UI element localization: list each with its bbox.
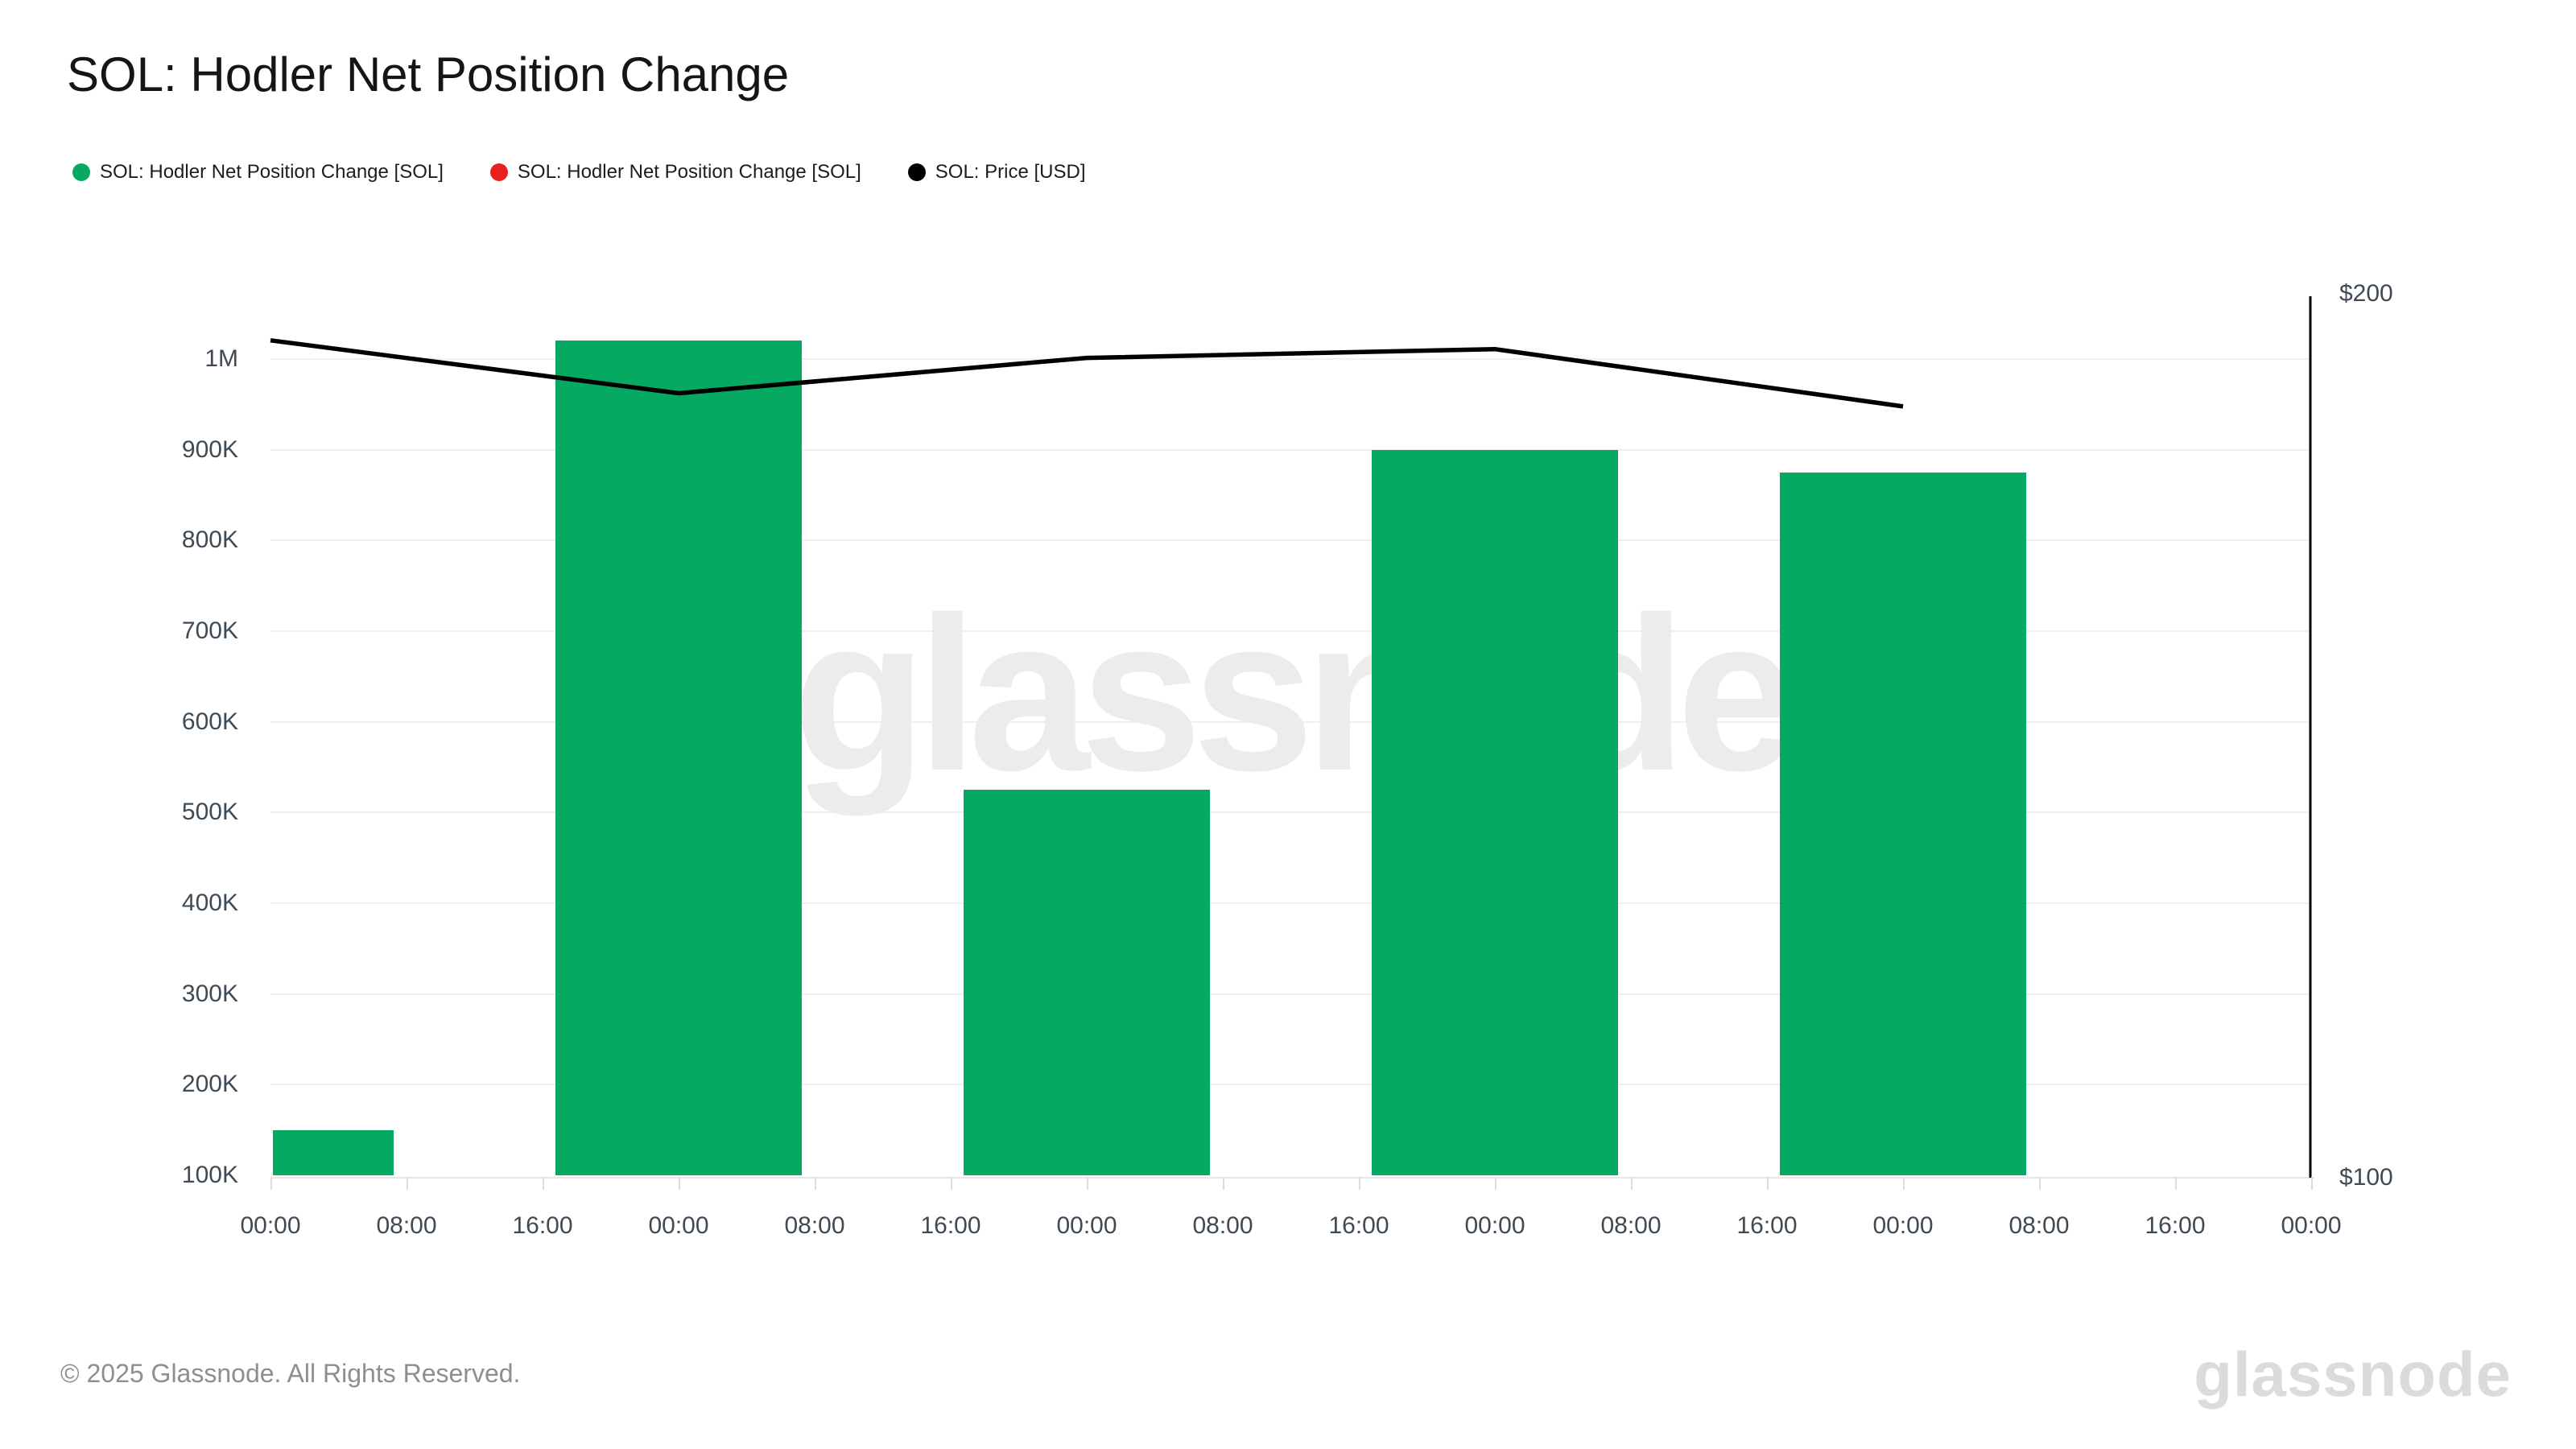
x-axis-tick-label: 16:00 — [1736, 1212, 1798, 1239]
x-axis-tick — [1087, 1177, 1088, 1190]
x-axis-tick — [543, 1177, 544, 1190]
bar — [555, 341, 802, 1175]
gridline — [270, 902, 2311, 904]
x-axis-tick — [407, 1177, 408, 1190]
x-axis-tick — [815, 1177, 816, 1190]
gridline — [270, 993, 2311, 995]
legend-item-label: SOL: Hodler Net Position Change [SOL] — [517, 161, 861, 183]
x-axis-tick-label: 00:00 — [240, 1212, 301, 1239]
right-axis-tick-label: $200 — [2339, 280, 2393, 307]
x-axis-tick — [2175, 1177, 2177, 1190]
y-axis-tick-label: 600K — [181, 708, 238, 735]
x-axis-tick — [2039, 1177, 2041, 1190]
glassnode-logo: glassnode — [2194, 1339, 2512, 1410]
x-axis-tick — [1903, 1177, 1905, 1190]
x-axis-tick — [1223, 1177, 1224, 1190]
legend-item[interactable]: SOL: Hodler Net Position Change [SOL] — [72, 161, 444, 184]
x-axis-tick — [2311, 1177, 2313, 1190]
y-axis-tick-label: 100K — [181, 1162, 238, 1188]
x-axis-tick — [679, 1177, 680, 1190]
bar — [1780, 472, 2026, 1175]
x-axis-tick — [1495, 1177, 1496, 1190]
x-axis-tick-label: 16:00 — [920, 1212, 981, 1239]
x-axis-tick-label: 16:00 — [2145, 1212, 2206, 1239]
y-axis-tick-label: 700K — [181, 617, 238, 644]
gridline — [270, 448, 2311, 451]
y-axis-tick-label: 400K — [181, 890, 238, 916]
x-axis-tick-label: 08:00 — [784, 1212, 845, 1239]
legend: SOL: Hodler Net Position Change [SOL] SOL… — [72, 161, 1086, 184]
watermark: glassnode — [793, 572, 1798, 816]
x-axis-tick-label: 16:00 — [1328, 1212, 1389, 1239]
y-axis-tick-label: 900K — [181, 436, 238, 463]
x-axis-tick — [1767, 1177, 1769, 1190]
right-axis-tick-label: $100 — [2339, 1164, 2393, 1191]
x-axis-tick-label: 08:00 — [376, 1212, 437, 1239]
legend-dot-icon — [72, 163, 90, 181]
x-axis-tick-label: 00:00 — [648, 1212, 709, 1239]
x-axis-tick-label: 08:00 — [1600, 1212, 1662, 1239]
x-axis-tick — [270, 1177, 272, 1190]
x-axis-tick-label: 16:00 — [512, 1212, 573, 1239]
gridline — [270, 539, 2311, 542]
y-axis-tick-label: 800K — [181, 526, 238, 554]
legend-item[interactable]: SOL: Price [USD] — [907, 161, 1086, 184]
gridline — [270, 811, 2311, 814]
y-axis-tick-label: 500K — [181, 799, 238, 826]
legend-item-label: SOL: Hodler Net Position Change [SOL] — [100, 161, 444, 183]
x-axis-tick-label: 08:00 — [1192, 1212, 1253, 1239]
y-axis-tick-label: 1M — [204, 345, 238, 372]
bar — [1372, 449, 1618, 1175]
x-axis-tick-label: 00:00 — [1464, 1212, 1525, 1239]
y-axis-tick-label: 200K — [181, 1071, 238, 1098]
copyright-text: © 2025 Glassnode. All Rights Reserved. — [60, 1359, 521, 1388]
legend-dot-icon — [907, 163, 926, 181]
x-axis-tick-label: 00:00 — [2281, 1212, 2342, 1239]
legend-item-label: SOL: Price [USD] — [935, 161, 1086, 183]
gridline — [270, 630, 2311, 632]
bar — [964, 790, 1210, 1175]
gridline — [270, 720, 2311, 723]
x-axis-tick-label: 00:00 — [1056, 1212, 1117, 1239]
x-axis-tick — [1631, 1177, 1633, 1190]
bar — [273, 1129, 394, 1175]
x-axis-tick — [1359, 1177, 1360, 1190]
y-axis-tick-label: 300K — [181, 980, 238, 1007]
chart-title: SOL: Hodler Net Position Change — [67, 47, 790, 101]
x-axis-line — [270, 1177, 2314, 1179]
legend-item[interactable]: SOL: Hodler Net Position Change [SOL] — [489, 161, 861, 184]
gridline — [270, 1084, 2311, 1086]
legend-dot-icon — [489, 163, 508, 181]
price-line — [270, 338, 1904, 409]
x-axis-tick — [951, 1177, 952, 1190]
x-axis-tick-label: 08:00 — [2008, 1212, 2070, 1239]
x-axis-tick-label: 00:00 — [1872, 1212, 1934, 1239]
